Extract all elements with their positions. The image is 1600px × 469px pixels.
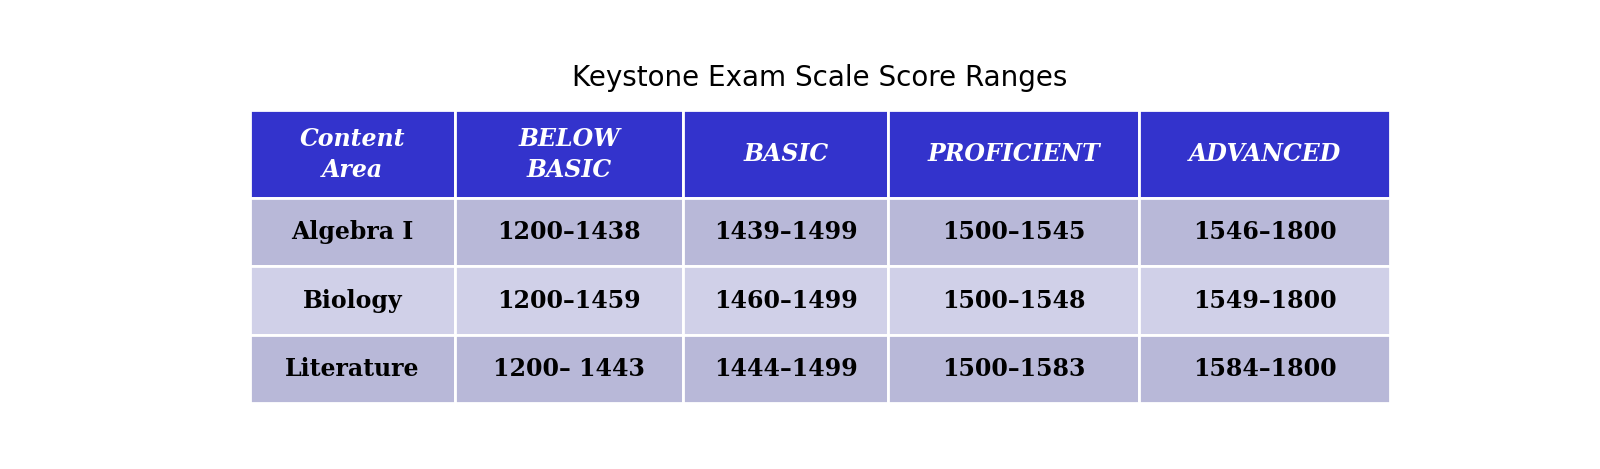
Bar [888,198,1139,266]
Bar [1139,111,1390,198]
Text: 1549–1800: 1549–1800 [1194,288,1336,312]
Bar [888,335,1139,403]
Text: 1546–1800: 1546–1800 [1194,220,1336,244]
Bar [250,198,454,266]
Text: 1500–1548: 1500–1548 [942,288,1086,312]
Text: PROFICIENT: PROFICIENT [928,142,1101,166]
Bar [454,335,683,403]
Bar [888,111,1139,198]
Bar [454,266,683,335]
Text: 1200–1459: 1200–1459 [498,288,642,312]
Bar [250,111,454,198]
Text: 1460–1499: 1460–1499 [714,288,858,312]
Bar [250,335,454,403]
Bar [888,266,1139,335]
Text: Content
Area: Content Area [299,127,405,182]
Text: 1200– 1443: 1200– 1443 [493,357,645,381]
Text: 1500–1583: 1500–1583 [942,357,1086,381]
Bar [1139,335,1390,403]
Text: 1584–1800: 1584–1800 [1194,357,1336,381]
Bar [683,266,888,335]
Text: Keystone Exam Scale Score Ranges: Keystone Exam Scale Score Ranges [573,64,1067,92]
Text: ADVANCED: ADVANCED [1189,142,1341,166]
Text: Algebra I: Algebra I [291,220,413,244]
Bar [1139,266,1390,335]
Text: 1444–1499: 1444–1499 [714,357,858,381]
Text: BELOW
BASIC: BELOW BASIC [518,127,619,182]
Text: 1200–1438: 1200–1438 [498,220,642,244]
Text: Biology: Biology [302,288,402,312]
Bar [1139,198,1390,266]
Text: Literature: Literature [285,357,419,381]
Bar [683,335,888,403]
Bar [454,111,683,198]
Bar [454,198,683,266]
Bar [250,266,454,335]
Text: BASIC: BASIC [744,142,829,166]
Bar [683,198,888,266]
Text: 1439–1499: 1439–1499 [714,220,858,244]
Bar [683,111,888,198]
Text: 1500–1545: 1500–1545 [942,220,1086,244]
